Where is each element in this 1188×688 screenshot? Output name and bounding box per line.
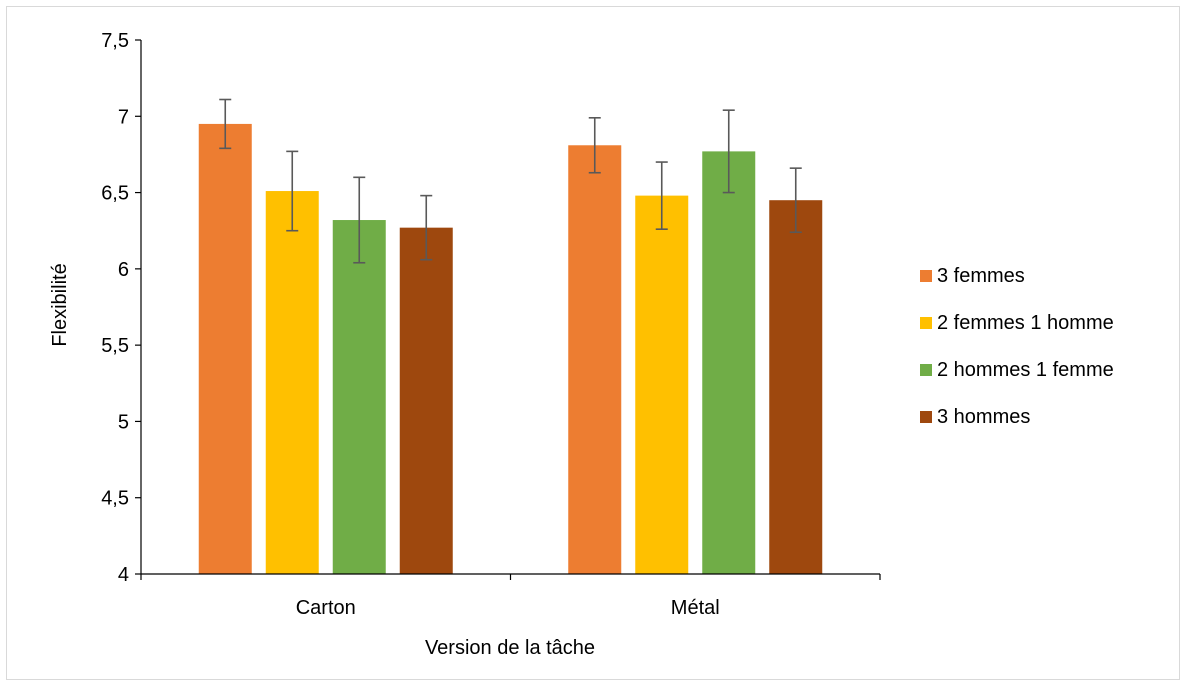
y-axis-title: Flexibilité: [49, 263, 71, 346]
y-tick-label: 5: [118, 411, 129, 433]
legend-label: 2 hommes 1 femme: [937, 359, 1114, 381]
bar: [635, 195, 689, 574]
y-tick-label: 6: [118, 259, 129, 281]
y-tick-label: 4: [118, 564, 129, 586]
legend-swatch: [920, 317, 932, 329]
legend-swatch: [920, 411, 932, 423]
legend-label: 3 femmes: [937, 265, 1025, 287]
y-tick-label: 4,5: [101, 488, 129, 510]
x-category-labels: Carton Métal: [296, 597, 720, 619]
legend: 3 femmes 2 femmes 1 homme 2 hommes 1 femme…: [920, 265, 1114, 428]
y-tick-label: 5,5: [101, 335, 129, 357]
bars-group: [198, 123, 823, 575]
legend-swatch: [920, 364, 932, 376]
bar: [332, 220, 386, 574]
bar: [702, 151, 756, 574]
legend-swatch: [920, 270, 932, 282]
bar: [568, 145, 622, 574]
y-tick-label: 7: [118, 106, 129, 128]
legend-label: 2 femmes 1 homme: [937, 312, 1114, 334]
y-tick-label: 6,5: [101, 183, 129, 205]
y-tick-label: 7,5: [101, 30, 129, 52]
bar: [198, 123, 252, 575]
bar: [769, 200, 823, 574]
x-axis-title: Version de la tâche: [425, 637, 595, 659]
axes-group: [135, 39, 881, 580]
x-category-label: Carton: [296, 597, 356, 619]
bar: [399, 227, 453, 575]
x-category-label: Métal: [671, 597, 720, 619]
bar: [265, 191, 319, 574]
legend-label: 3 hommes: [937, 406, 1030, 428]
y-tick-labels: 4 4,5 5 5,5 6 6,5 7 7,5: [101, 30, 129, 586]
error-bars-group: [219, 98, 802, 264]
